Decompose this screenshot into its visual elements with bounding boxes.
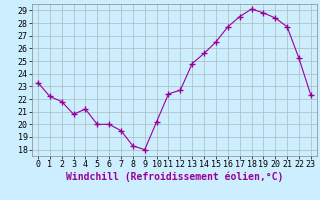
X-axis label: Windchill (Refroidissement éolien,°C): Windchill (Refroidissement éolien,°C) [66,172,283,182]
